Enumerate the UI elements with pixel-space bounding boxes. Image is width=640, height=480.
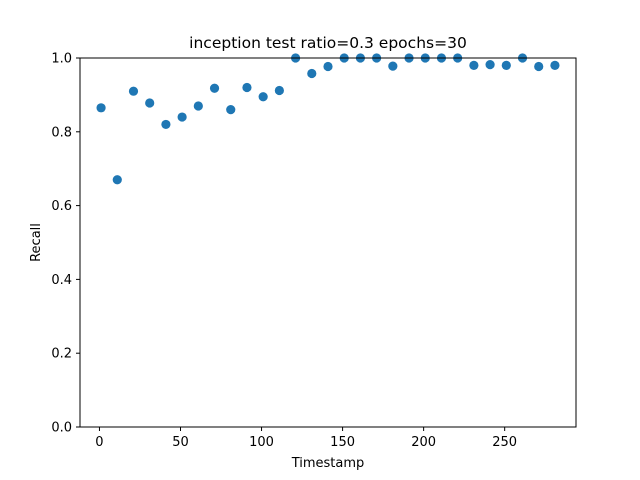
- data-point: [534, 61, 544, 72]
- data-point: [145, 98, 155, 108]
- x-tick-label: 250: [492, 435, 517, 450]
- data-point: [550, 60, 560, 70]
- data-point: [307, 68, 317, 79]
- y-tick-label: 0.2: [51, 347, 72, 362]
- data-point: [258, 92, 268, 102]
- y-tick-label: 1.0: [51, 52, 72, 67]
- data-point: [242, 82, 252, 93]
- y-axis-label: Recall: [29, 223, 44, 262]
- data-point: [501, 60, 511, 70]
- y-tick-label: 0.8: [51, 125, 72, 140]
- data-point: [161, 119, 171, 130]
- data-points: [96, 53, 560, 185]
- data-point: [112, 175, 122, 185]
- data-point: [226, 105, 236, 115]
- data-point: [96, 103, 106, 113]
- x-tick-label: 0: [95, 435, 103, 450]
- x-tick-label: 150: [330, 435, 355, 450]
- data-point: [485, 60, 495, 70]
- x-axis-label: Timestamp: [291, 456, 365, 471]
- x-tick-label: 200: [411, 435, 436, 450]
- data-point: [177, 112, 187, 122]
- x-tick-label: 100: [249, 435, 274, 450]
- y-tick-label: 0.0: [51, 421, 72, 436]
- x-axis-ticks: 0 50 100 150 200 250: [95, 427, 517, 450]
- y-axis-ticks: 0.0 0.2 0.4 0.6 0.8 1.0: [51, 52, 80, 436]
- data-point: [323, 61, 333, 72]
- data-point: [469, 60, 479, 70]
- y-tick-label: 0.6: [51, 199, 72, 214]
- plot-frame: [79, 57, 577, 428]
- y-tick-label: 0.4: [51, 273, 72, 288]
- chart-title: inception test ratio=0.3 epochs=30: [189, 34, 467, 52]
- data-point: [274, 85, 284, 96]
- data-point: [193, 101, 203, 111]
- x-tick-label: 50: [172, 435, 189, 450]
- data-point: [388, 61, 398, 71]
- data-point: [209, 83, 220, 93]
- data-point: [128, 86, 139, 96]
